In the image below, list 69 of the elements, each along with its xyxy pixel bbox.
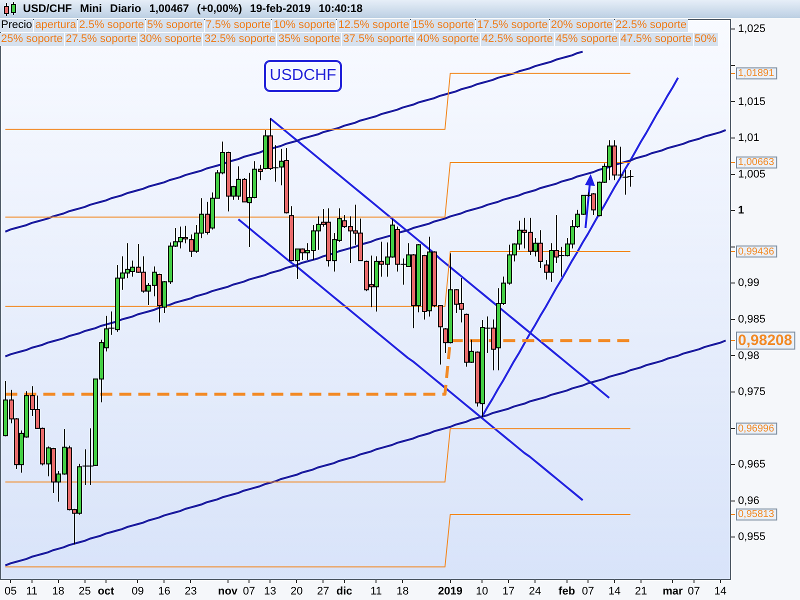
annotation: 17.5% soporte	[476, 19, 549, 32]
x-tick-label: 27	[317, 586, 330, 598]
y-tick-label: 1,00663	[738, 157, 775, 168]
x-tick-label: 07	[582, 586, 594, 598]
annotation: 10% soporte	[272, 19, 336, 32]
y-tick-label: 0,99436	[738, 246, 775, 258]
x-tick-label: 14	[608, 586, 621, 598]
annotation: 2.5% soporte	[78, 19, 145, 32]
y-tick-label: 0,955	[738, 531, 766, 544]
x-tick-label: 23	[184, 586, 197, 598]
x-tick-label: 24	[528, 586, 542, 598]
y-tick-label: 1,01	[738, 132, 760, 144]
y-tick-label: 0,975	[738, 386, 766, 398]
x-tick-label: 16	[158, 586, 170, 598]
x-tick-label: 07	[242, 586, 256, 598]
annotation: 37.5% soporte	[342, 33, 416, 46]
y-tick-label: 1	[738, 204, 744, 217]
y-tick-label: 0,96996	[738, 423, 775, 434]
y-tick-label: 1,005	[738, 168, 766, 180]
x-tick-label: 17	[502, 586, 515, 598]
annotation: 20% soporte	[550, 19, 614, 32]
y-tick-label: 1,025	[738, 23, 766, 36]
y-tick-label: 0,96	[738, 494, 760, 507]
x-tick-label: 11	[26, 586, 38, 598]
x-tick-label: 10	[476, 586, 488, 598]
annotation: 40% soporte	[416, 33, 480, 46]
x-tick-label: 18	[52, 586, 64, 598]
x-tick-label: 09	[132, 586, 144, 598]
annotation: 50%	[694, 33, 718, 46]
chart-title: USD/CHF Mini Diario 1,00467 (+0,00%) 19-feb-2019 10:40:18	[23, 3, 363, 15]
annotation: apertura	[34, 19, 78, 32]
annotation: 12.5% soporte	[337, 19, 410, 32]
y-tick-label: 1,01891	[738, 68, 775, 80]
x-tick-label: 13	[264, 586, 276, 598]
x-tick-label: 14	[714, 586, 727, 598]
annotation: 7.5% soporte	[204, 19, 272, 32]
x-tick-label: dic	[336, 586, 352, 598]
annotation: 47.5% soporte	[620, 33, 693, 46]
annotation: USDCHF	[270, 67, 336, 85]
x-tick-label: 20	[290, 586, 303, 598]
annotation: 5% soporte	[146, 19, 204, 32]
x-tick-label: mar	[662, 586, 684, 598]
x-tick-label: 18	[396, 586, 409, 598]
y-tick-label: 0,98	[738, 350, 760, 362]
annotation: 30% soporte	[138, 33, 202, 46]
y-tick-label: 1,015	[738, 96, 766, 108]
x-tick-label: 07	[688, 586, 700, 598]
y-tick-label: 0,99	[738, 277, 760, 290]
x-tick-label: feb	[558, 586, 576, 598]
annotation: 32.5% soporte	[203, 33, 276, 46]
annotation: 25% soporte	[0, 33, 64, 46]
annotation: Precio	[0, 19, 34, 32]
annotation: 45% soporte	[554, 33, 619, 46]
annotation: 15% soporte	[411, 19, 475, 32]
x-tick-label: 25	[78, 586, 91, 598]
y-tick-label: 0,98208	[738, 332, 792, 349]
annotation: 35% soporte	[277, 33, 342, 46]
x-tick-label: nov	[218, 586, 238, 598]
y-tick-label: 0,95813	[738, 509, 775, 520]
y-tick-label: 0,965	[738, 458, 766, 471]
x-tick-label: oct	[98, 586, 115, 598]
annotation: 42.5% soporte	[480, 33, 554, 46]
y-tick-label: 0,985	[738, 313, 766, 326]
x-tick-label: 05	[4, 586, 17, 598]
annotation: 22.5% soporte	[614, 19, 688, 32]
x-tick-label: 2019	[438, 586, 462, 598]
x-tick-label: 21	[634, 586, 648, 598]
x-tick-label: 11	[370, 586, 382, 598]
annotation: 27.5% soporte	[64, 33, 138, 46]
